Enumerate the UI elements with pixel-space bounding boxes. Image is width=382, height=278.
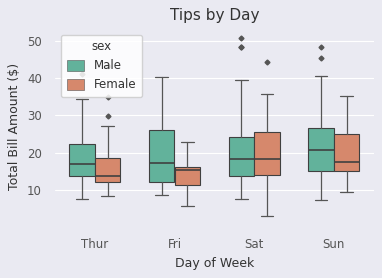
Y-axis label: Total Bill Amount ($): Total Bill Amount ($) (8, 63, 21, 190)
Title: Tips by Day: Tips by Day (170, 8, 259, 23)
Legend: Male, Female: Male, Female (61, 34, 142, 97)
PathPatch shape (308, 128, 333, 171)
PathPatch shape (254, 132, 280, 175)
X-axis label: Day of Week: Day of Week (175, 257, 254, 270)
PathPatch shape (149, 130, 174, 182)
PathPatch shape (334, 135, 359, 171)
PathPatch shape (228, 137, 254, 175)
PathPatch shape (69, 144, 94, 176)
PathPatch shape (95, 158, 120, 182)
PathPatch shape (175, 167, 200, 185)
